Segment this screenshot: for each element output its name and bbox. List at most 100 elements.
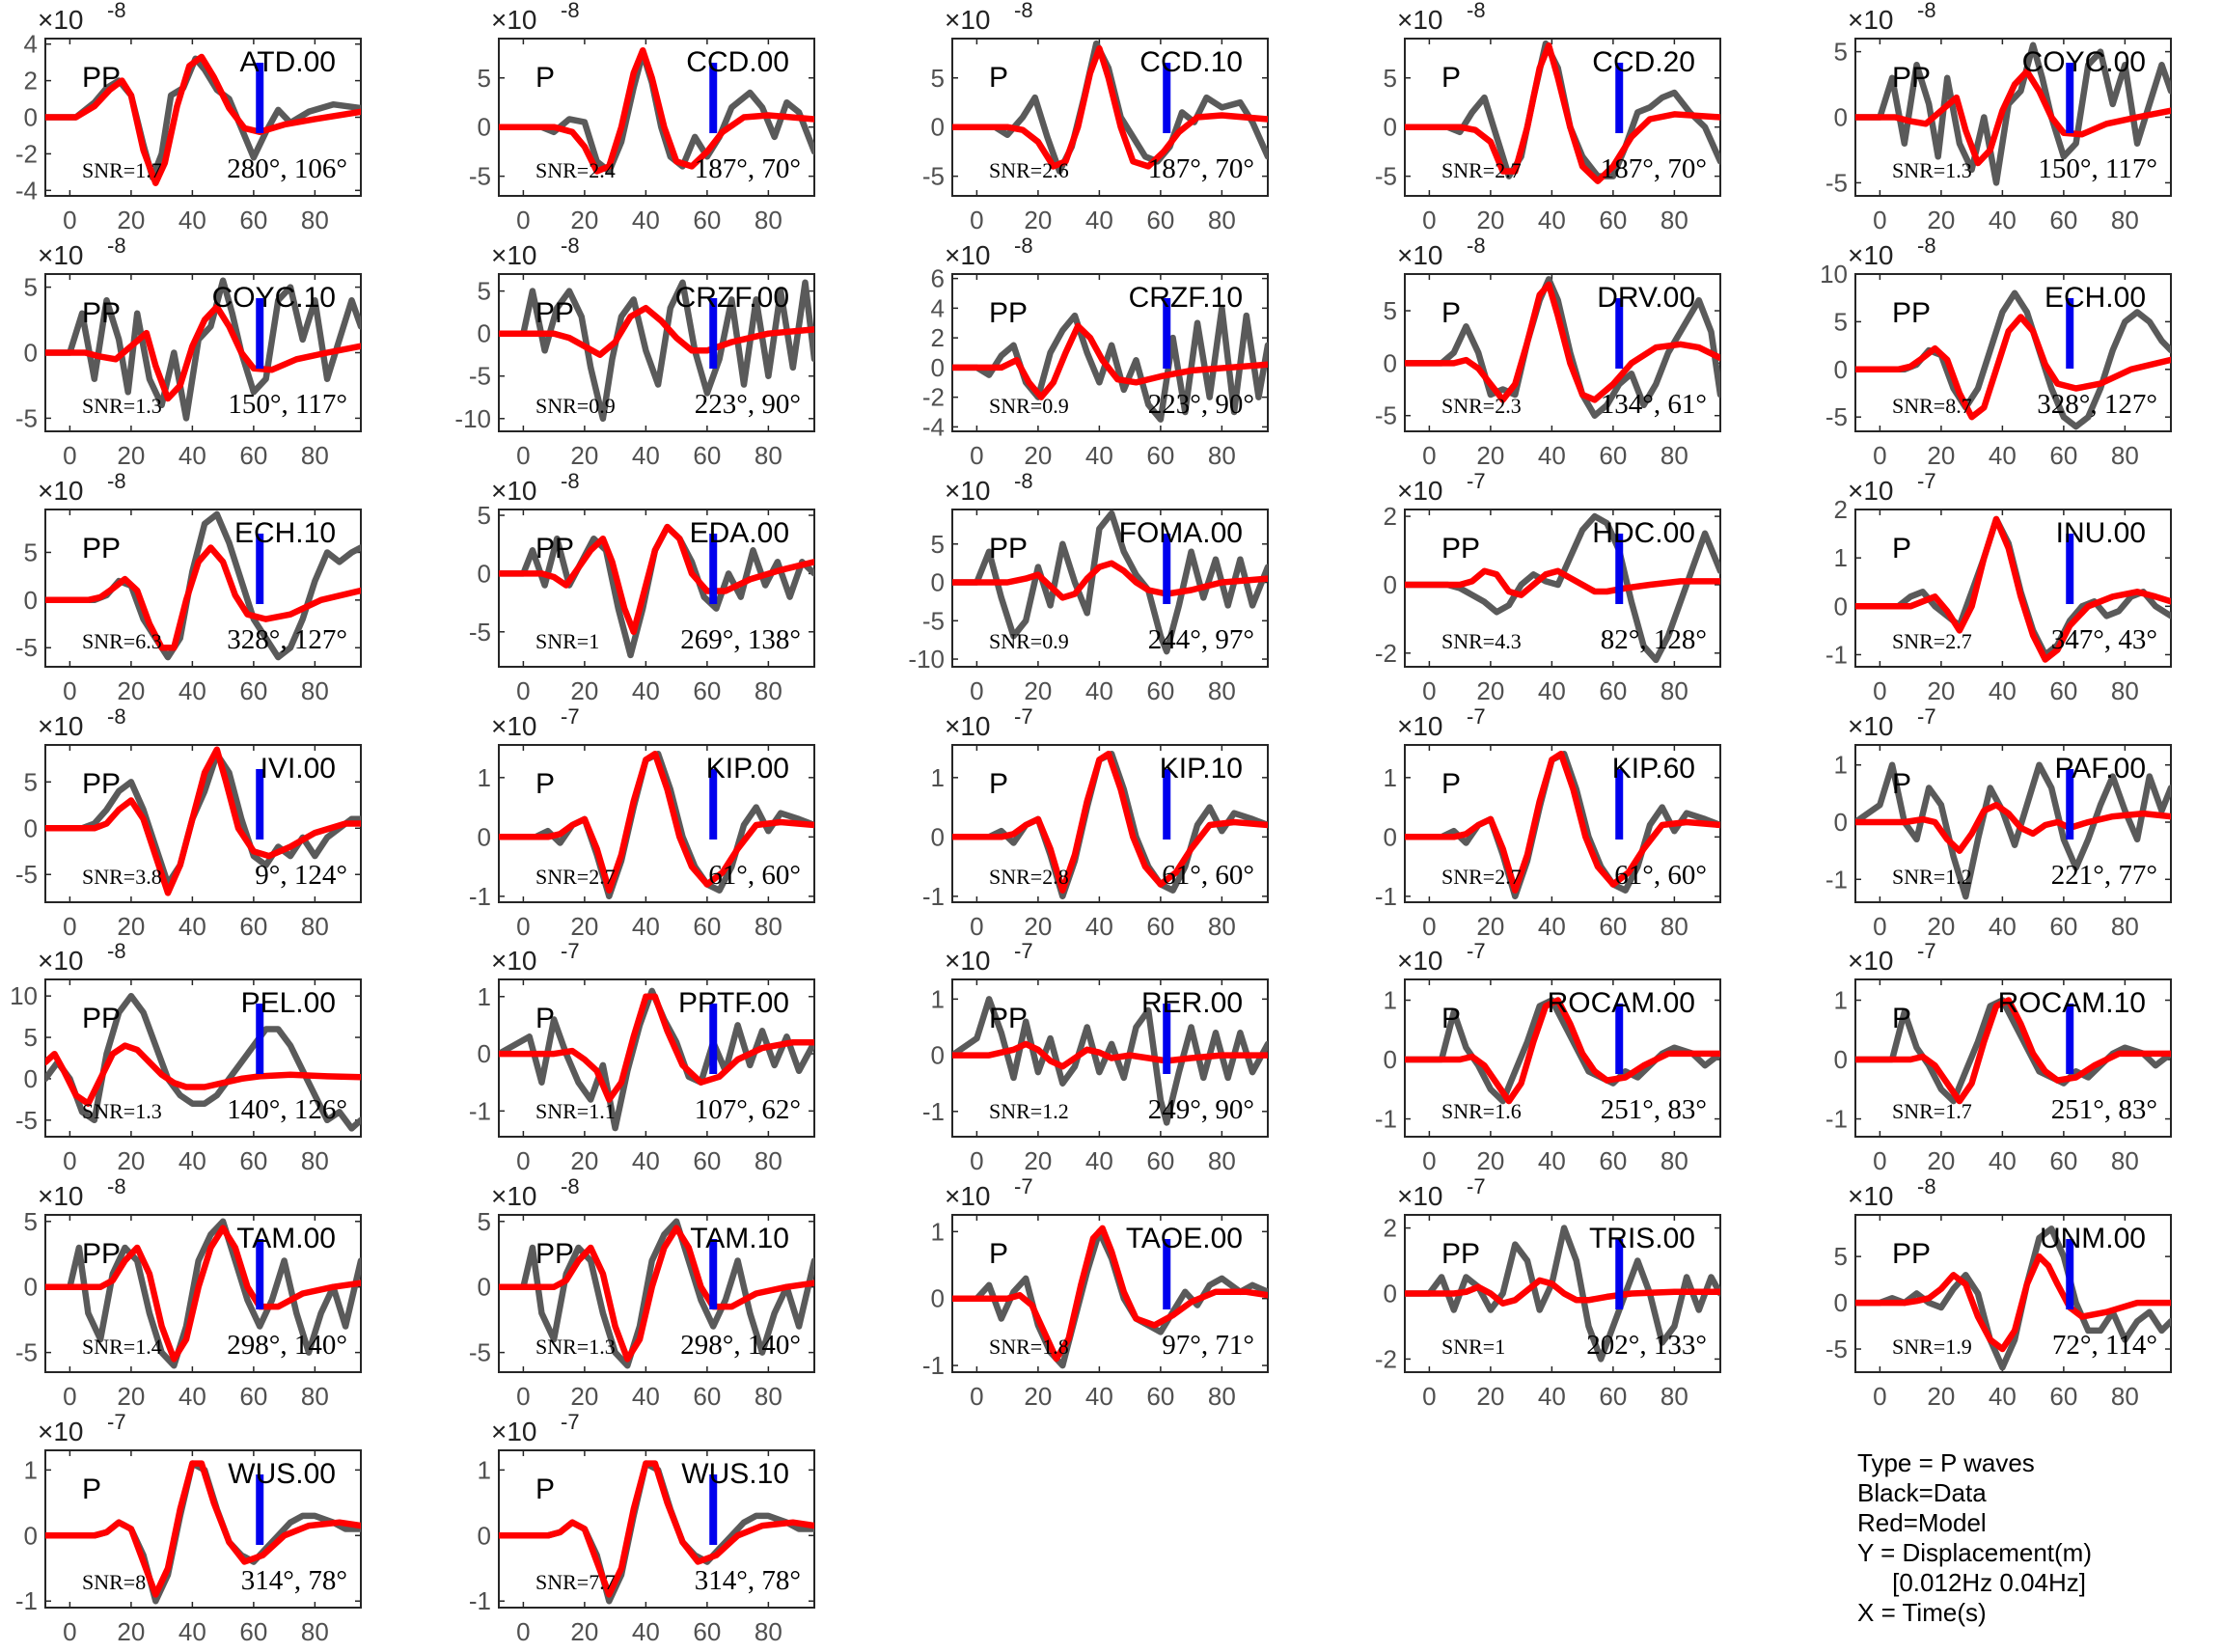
panel-foma-00-ytick-label: -10 bbox=[908, 645, 945, 674]
panel-taoe-00-xtick-label: 60 bbox=[1146, 1382, 1174, 1411]
panel-wus-00-xtick-label: 60 bbox=[239, 1617, 267, 1646]
panel-atd-00-station-label: ATD.00 bbox=[240, 46, 336, 78]
panel-wus-00-ytick-label: -1 bbox=[15, 1586, 38, 1615]
panel-paf-00-xtick-label: 40 bbox=[1989, 912, 2017, 941]
panel-rer-00-plot-area bbox=[952, 996, 1268, 1126]
panel-tam-10-data-trace bbox=[499, 1218, 814, 1369]
panel-tam-10-snr-label: SNR=1.3 bbox=[535, 1335, 616, 1359]
panel-crzf-00-snr-label: SNR=0.9 bbox=[535, 394, 616, 418]
panel-crzf-00-exponent: ×10 bbox=[491, 240, 537, 270]
panel-pptf-00-station-label: PPTF.00 bbox=[678, 987, 789, 1019]
panel-taoe-00-station-label: TAOE.00 bbox=[1126, 1223, 1243, 1254]
panel-ivi-00-plot-area bbox=[45, 746, 361, 896]
panel-tris-00-snr-label: SNR=1 bbox=[1441, 1335, 1505, 1359]
panel-coyc-10-ytick-label: -5 bbox=[15, 403, 38, 432]
panel-pptf-00-exponent-power: -7 bbox=[561, 939, 580, 963]
panel-kip-00-xtick-label: 80 bbox=[755, 912, 782, 941]
panel-inu-00-ytick-label: 0 bbox=[1834, 592, 1848, 620]
panel-inu-00-phase-label: P bbox=[1892, 533, 1911, 564]
panel-tam-00-ytick-label: -5 bbox=[15, 1338, 38, 1367]
panel-drv-00-xtick-label: 20 bbox=[1476, 441, 1504, 470]
panel-tam-10-phase-label: PP bbox=[535, 1238, 574, 1270]
panel-atd-00: 0 20 40 60 80 -4 -2 0 2 4×10 -8 PP ATD.00 SNR=1.7 280°… bbox=[15, 0, 362, 234]
panel-ccd-00-station-label: CCD.00 bbox=[686, 46, 789, 78]
panel-paf-00-ytick-label: -1 bbox=[1825, 865, 1848, 894]
panel-tam-00: 0 20 40 60 80 -5 0 5×10 -8 PP TAM.00 SNR=1.4 298°, 1… bbox=[15, 1174, 362, 1411]
panel-foma-00-xtick-label: 80 bbox=[1208, 676, 1236, 705]
panel-ccd-20-exponent-power: -8 bbox=[1467, 0, 1486, 22]
panel-ccd-10-xtick-label: 40 bbox=[1085, 206, 1113, 234]
panel-rer-00-xtick-label: 60 bbox=[1146, 1146, 1174, 1175]
panel-unm-00: 0 20 40 60 80 -5 0 5 ×10 -8 PP UNM.00 SNR=1.9 72°, 11… bbox=[1825, 1174, 2172, 1411]
panel-crzf-00-azimuth-label: 223°, 90° bbox=[695, 389, 801, 420]
panel-coyc-00-ytick-label: 0 bbox=[1834, 103, 1848, 132]
panel-hdc-00-snr-label: SNR=4.3 bbox=[1441, 629, 1522, 653]
panel-tam-10-xtick-label: 0 bbox=[516, 1382, 530, 1411]
panel-unm-00-phase-label: PP bbox=[1892, 1238, 1931, 1270]
panel-kip-00-xtick-label: 60 bbox=[693, 912, 721, 941]
panel-kip-00-azimuth-label: 61°, 60° bbox=[708, 860, 801, 891]
panel-inu-00: 0 20 40 60 80 -1 0 1 2×10 -7 P INU.00 SNR=2.7 347°, 4… bbox=[1825, 469, 2172, 705]
panel-coyc-00-xtick-label: 0 bbox=[1873, 206, 1886, 234]
panel-drv-00-azimuth-label: 134°, 61° bbox=[1601, 389, 1707, 420]
panel-kip-10: 0 20 40 60 80 -1 0 1×10 -7 P KIP.10 SNR=2.8 61°, 60° bbox=[922, 704, 1269, 941]
panel-ech-00-ytick-label: 0 bbox=[1834, 355, 1848, 384]
panel-drv-00-xtick-label: 0 bbox=[1422, 441, 1436, 470]
panel-ech-10-ytick-label: 0 bbox=[24, 586, 38, 615]
panel-ech-10-xtick-label: 40 bbox=[178, 676, 206, 705]
panel-tam-00-exponent: ×10 bbox=[38, 1181, 84, 1211]
panel-crzf-10-ytick-label: -4 bbox=[922, 412, 945, 441]
panel-crzf-10-ytick-label: 4 bbox=[931, 293, 945, 322]
panel-tam-10: 0 20 40 60 80 -5 0 5×10 -8 PP TAM.10 SNR=1.3 298°, 1… bbox=[469, 1174, 815, 1411]
panel-coyc-00-ytick-label: 5 bbox=[1834, 38, 1848, 67]
panel-drv-00-station-label: DRV.00 bbox=[1597, 282, 1695, 314]
panel-crzf-00-xtick-label: 60 bbox=[693, 441, 721, 470]
panel-crzf-00-station-label: CRZF.00 bbox=[675, 282, 789, 314]
panel-coyc-00-snr-label: SNR=1.3 bbox=[1892, 158, 1972, 182]
panel-ech-00-ytick-label: 5 bbox=[1834, 307, 1848, 336]
panel-ccd-00: 0 20 40 60 80 -5 0 5×10 -8 P CCD.00 SNR=2.4 187°, 70… bbox=[469, 0, 815, 234]
panel-ccd-00-data-trace bbox=[499, 50, 814, 175]
panel-rer-00: 0 20 40 60 80 -1 0 1×10 -7 PP RER.00 SNR=1.2 249°, 9… bbox=[922, 939, 1269, 1175]
panel-tam-10-model-trace bbox=[499, 1225, 814, 1363]
panel-tam-00-xtick-label: 80 bbox=[301, 1382, 329, 1411]
panel-crzf-00: 0 20 40 60 80 -10 -5 0 5×10 -8 PP CRZF.00 SNR=0.9 223… bbox=[454, 234, 815, 470]
panel-paf-00-azimuth-label: 221°, 77° bbox=[2051, 860, 2157, 891]
panel-ivi-00-xtick-label: 20 bbox=[117, 912, 145, 941]
panel-tam-10-xtick-label: 20 bbox=[570, 1382, 598, 1411]
panel-taoe-00-xtick-label: 20 bbox=[1024, 1382, 1052, 1411]
panel-tris-00-station-label: TRIS.00 bbox=[1589, 1223, 1695, 1254]
panel-foma-00-snr-label: SNR=0.9 bbox=[989, 629, 1069, 653]
panel-kip-00-ytick-label: 0 bbox=[478, 822, 491, 851]
panel-ech-10-xtick-label: 80 bbox=[301, 676, 329, 705]
panel-ivi-00-ytick-label: -5 bbox=[15, 860, 38, 889]
panel-tris-00-ytick-label: -2 bbox=[1375, 1344, 1397, 1373]
panel-ccd-00-plot-area bbox=[499, 46, 814, 175]
panel-pel-00: 0 20 40 60 80 -5 0 5 10×10 -8 PP PEL.00 SNR=1.3 140°,… bbox=[10, 939, 362, 1175]
panel-pptf-00: 0 20 40 60 80 -1 0 1×10 -7 P PPTF.00 SNR=1.1 107°, 6… bbox=[469, 939, 815, 1175]
panel-tris-00-xtick-label: 80 bbox=[1660, 1382, 1688, 1411]
panel-rer-00-xtick-label: 40 bbox=[1085, 1146, 1113, 1175]
panel-unm-00-xtick-label: 20 bbox=[1927, 1382, 1955, 1411]
panel-atd-00-ytick-label: 0 bbox=[24, 103, 38, 132]
panel-ivi-00-station-label: IVI.00 bbox=[261, 753, 336, 785]
panel-tam-00-xtick-label: 60 bbox=[239, 1382, 267, 1411]
panel-inu-00-xtick-label: 0 bbox=[1873, 676, 1886, 705]
panel-rocam-00-ytick-label: 0 bbox=[1384, 1045, 1397, 1074]
panel-crzf-00-plot-area bbox=[499, 279, 814, 423]
panel-wus-00-model-trace bbox=[45, 1460, 361, 1598]
panel-coyc-10-plot-area bbox=[45, 277, 361, 422]
panel-inu-00-plot-area bbox=[1855, 515, 2171, 663]
panel-pel-00-data-trace bbox=[45, 992, 361, 1132]
panel-eda-00-exponent: ×10 bbox=[491, 476, 537, 506]
panel-eda-00-xtick-label: 60 bbox=[693, 676, 721, 705]
panel-ech-10-xtick-label: 60 bbox=[239, 676, 267, 705]
panel-taoe-00-ytick-label: -1 bbox=[922, 1351, 945, 1380]
panel-wus-10-station-label: WUS.10 bbox=[681, 1458, 789, 1490]
panel-drv-00-ytick-label: 0 bbox=[1384, 348, 1397, 377]
panel-wus-00-xtick-label: 80 bbox=[301, 1617, 329, 1646]
panel-rer-00-model-trace bbox=[952, 1040, 1268, 1070]
panel-foma-00-exponent: ×10 bbox=[945, 476, 991, 506]
panel-tris-00-model-trace bbox=[1405, 1277, 1720, 1307]
